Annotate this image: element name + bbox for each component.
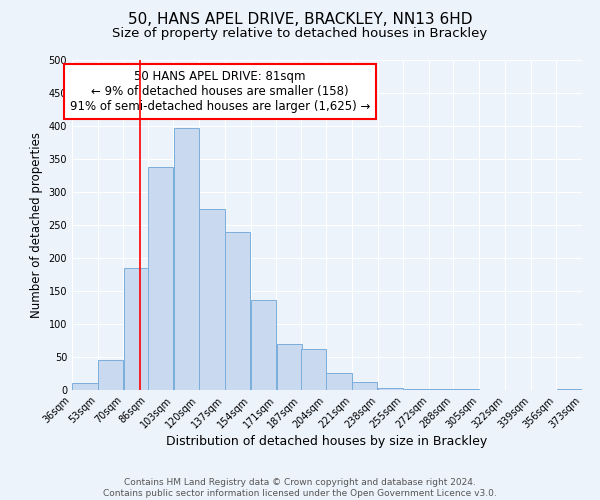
X-axis label: Distribution of detached houses by size in Brackley: Distribution of detached houses by size …: [166, 436, 488, 448]
Bar: [378, 388, 403, 390]
Bar: [173, 128, 199, 390]
Text: Contains HM Land Registry data © Crown copyright and database right 2024.
Contai: Contains HM Land Registry data © Crown c…: [103, 478, 497, 498]
Bar: [352, 382, 377, 390]
Text: Size of property relative to detached houses in Brackley: Size of property relative to detached ho…: [112, 28, 488, 40]
Bar: [301, 349, 326, 390]
Y-axis label: Number of detached properties: Number of detached properties: [30, 132, 43, 318]
Bar: [277, 344, 302, 390]
Bar: [199, 208, 224, 390]
Bar: [326, 373, 352, 390]
Bar: [225, 232, 250, 390]
Bar: [72, 384, 98, 390]
Text: 50, HANS APEL DRIVE, BRACKLEY, NN13 6HD: 50, HANS APEL DRIVE, BRACKLEY, NN13 6HD: [128, 12, 472, 28]
Bar: [557, 388, 582, 390]
Text: 50 HANS APEL DRIVE: 81sqm
← 9% of detached houses are smaller (158)
91% of semi-: 50 HANS APEL DRIVE: 81sqm ← 9% of detach…: [70, 70, 370, 113]
Bar: [98, 360, 123, 390]
Bar: [124, 268, 149, 390]
Bar: [251, 300, 276, 390]
Bar: [148, 167, 173, 390]
